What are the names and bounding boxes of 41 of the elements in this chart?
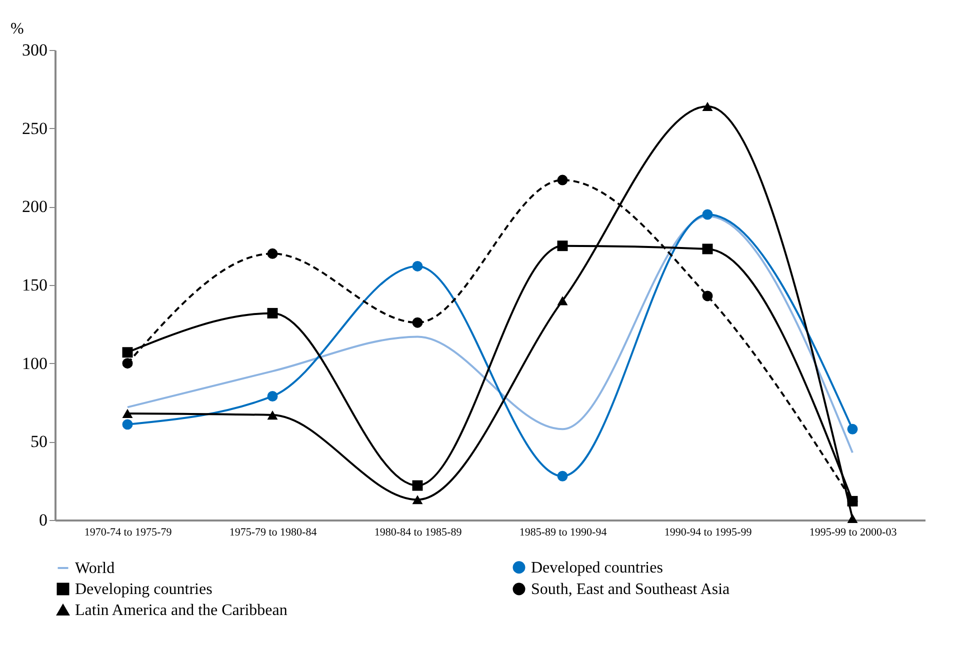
point: [267, 410, 278, 420]
point: [702, 244, 713, 254]
legend-label: Developing countries: [75, 581, 212, 598]
point: [412, 317, 423, 328]
x-tick-label: 1995-99 to 2000-03: [809, 526, 898, 538]
x-tick-label: 1975-79 to 1980-84: [229, 526, 318, 538]
point: [267, 308, 278, 318]
legend-label: South, East and Southeast Asia: [531, 581, 730, 598]
y-tick-label: 100: [22, 354, 48, 373]
legend-label: Latin America and the Caribbean: [75, 602, 288, 619]
point: [122, 408, 133, 418]
y-tick-label: 250: [22, 118, 48, 138]
x-tick-label: 1990-94 to 1995-99: [664, 526, 752, 538]
point: [267, 391, 278, 402]
x-tick-label: 1970-74 to 1975-79: [84, 526, 172, 538]
point: [702, 102, 713, 111]
point: [412, 495, 423, 504]
point: [122, 419, 133, 430]
x-tick-label: 1980-84 to 1985-89: [374, 526, 462, 538]
y-axis-title: %: [10, 20, 24, 38]
point: [267, 248, 278, 259]
point: [557, 470, 568, 482]
legend-label: Developed countries: [531, 559, 663, 576]
y-tick-label: 150: [22, 276, 48, 294]
point: [122, 347, 133, 358]
point: [412, 480, 423, 491]
point: [122, 358, 133, 369]
point: [847, 424, 858, 434]
point: [702, 209, 713, 220]
point: [557, 174, 568, 186]
legend-label: World: [75, 560, 115, 577]
point: [557, 296, 568, 306]
x-tick-label: 1985-89 to 1990-94: [519, 526, 608, 538]
point: [412, 260, 423, 272]
point: [702, 290, 713, 302]
y-tick-label: 300: [22, 40, 48, 60]
y-tick-label: 200: [22, 197, 48, 216]
point: [557, 240, 568, 252]
point: [847, 514, 858, 523]
y-tick-label: 50: [30, 432, 48, 452]
y-tick-label: 0: [39, 510, 48, 530]
